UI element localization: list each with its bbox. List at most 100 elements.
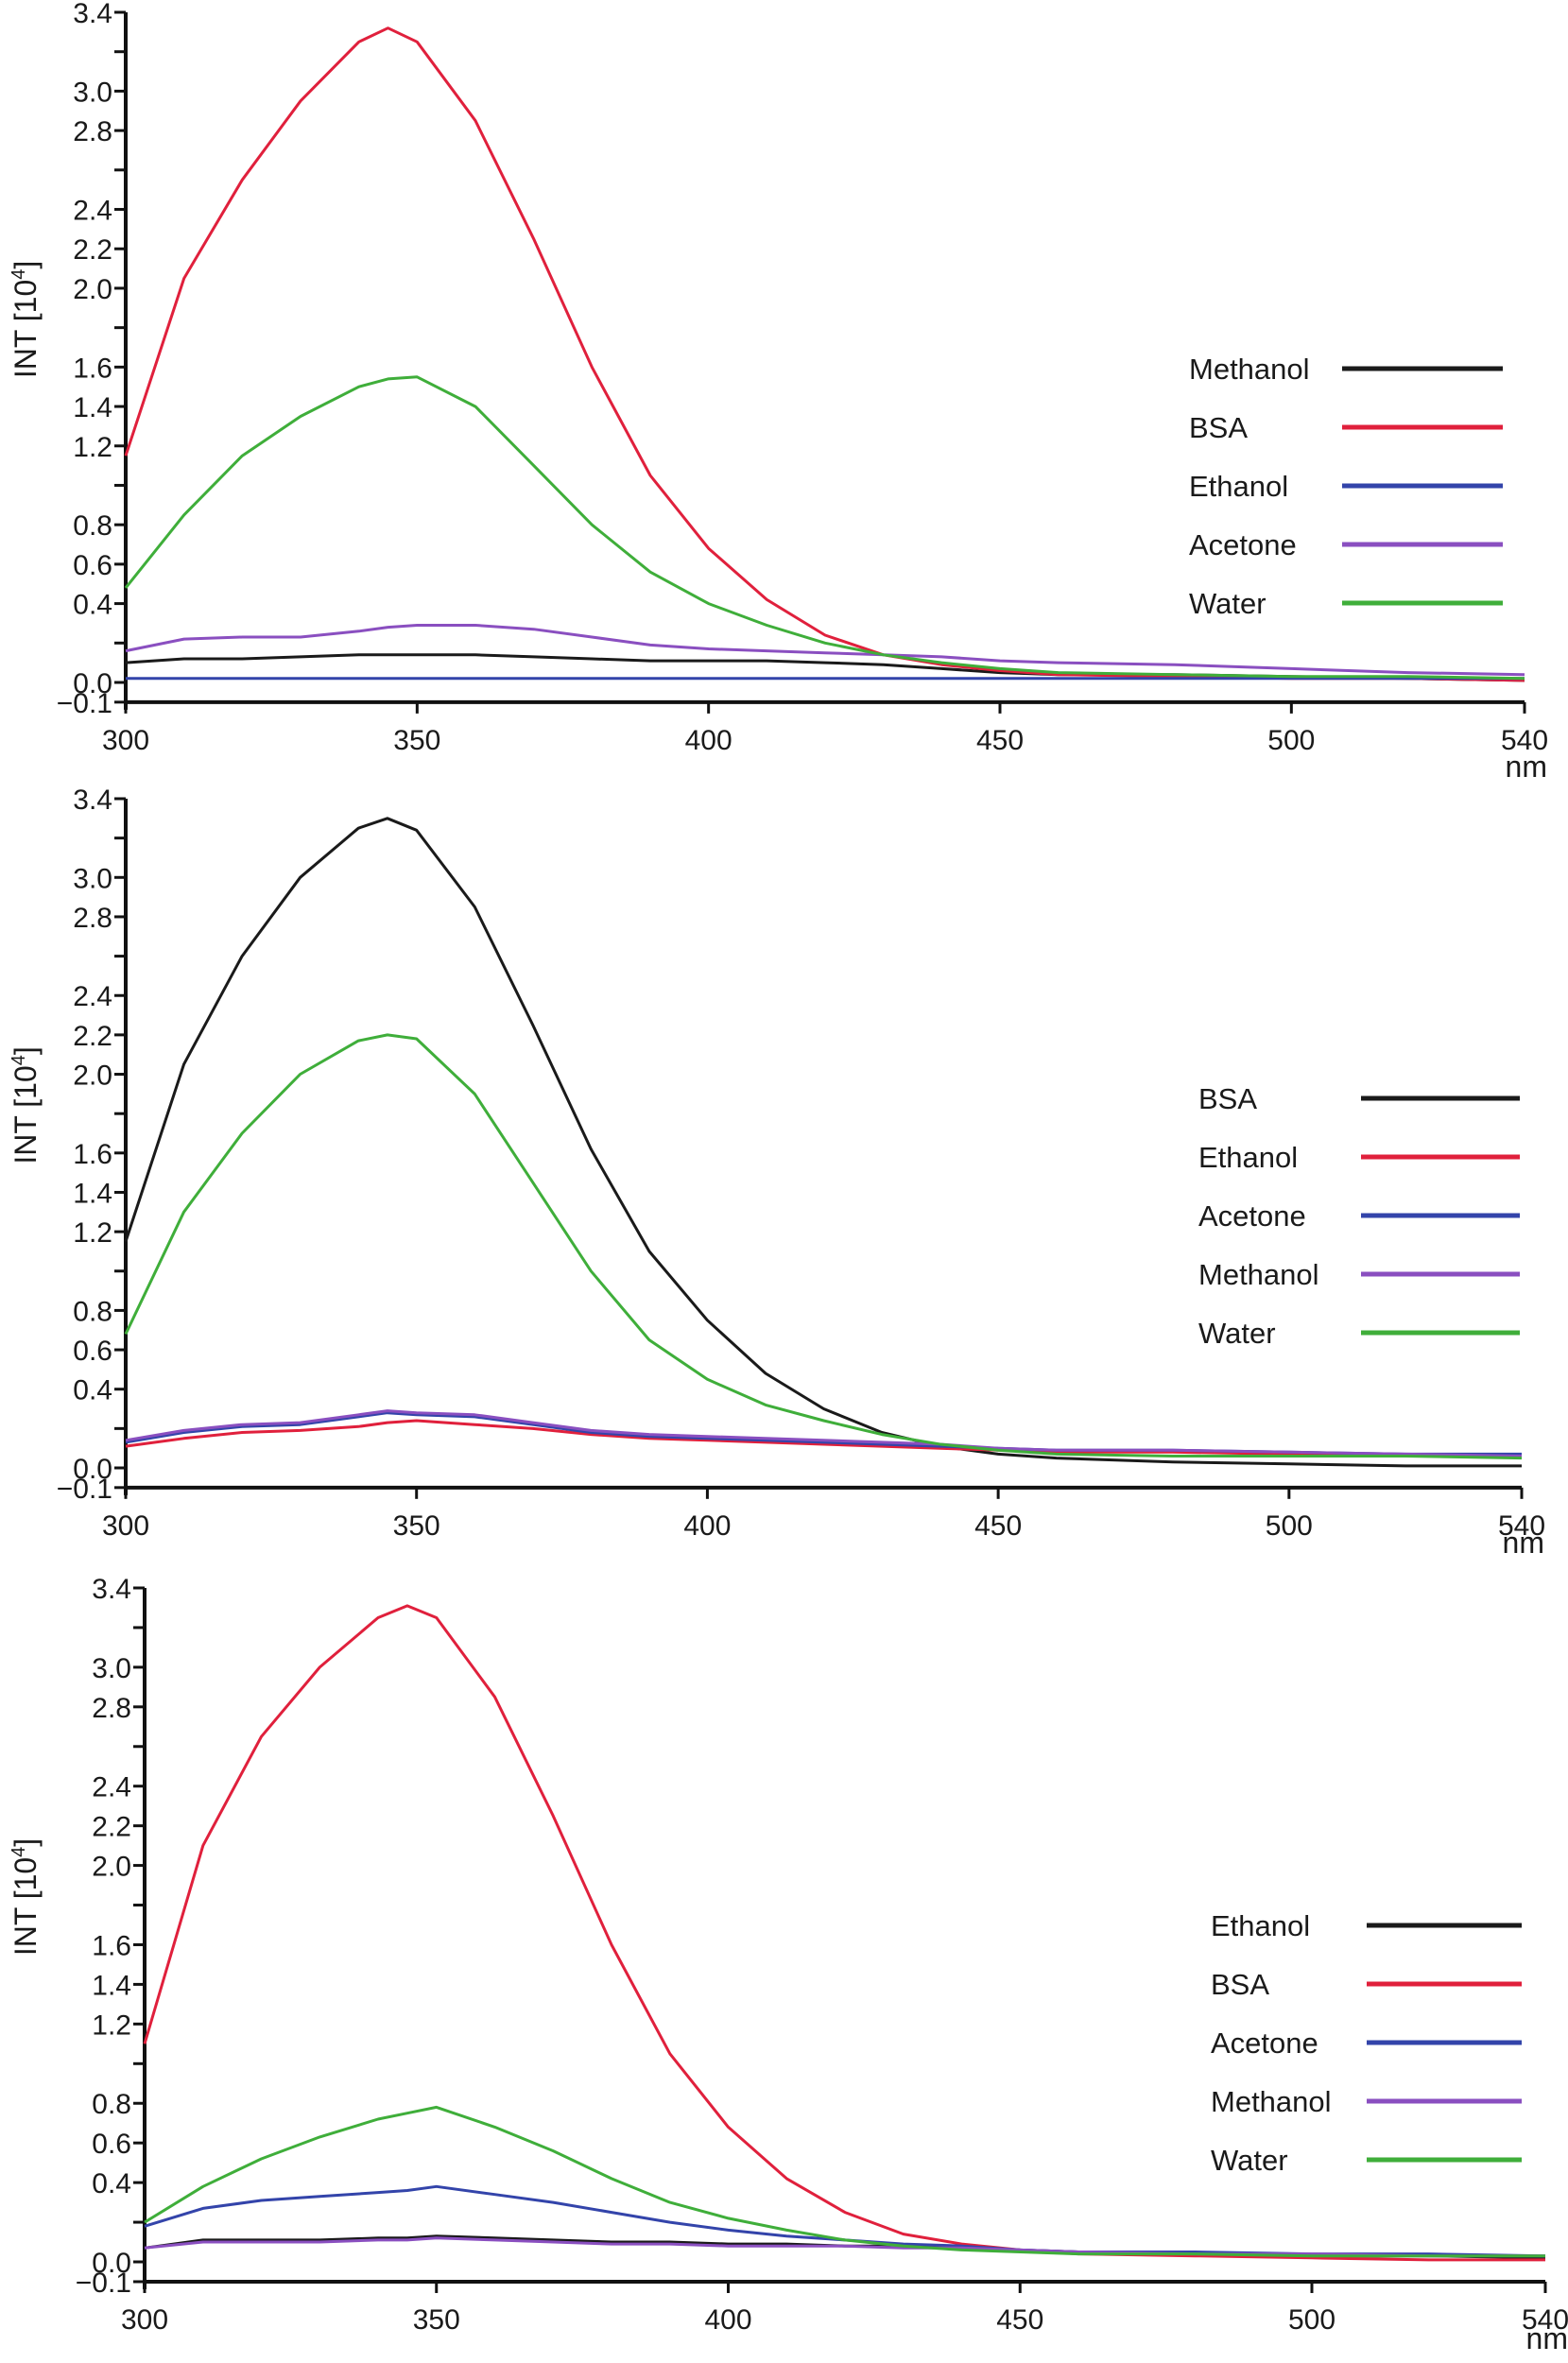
- y-tick-label: 1.2: [92, 2009, 131, 2041]
- panel-top: 3.4 3.0 2.8 2.4 2.2 2.0 1.6 1.4 1.2 0.8 0.6 0.4 0.0−…: [9, 0, 1548, 784]
- y-tick-label: 0.0: [73, 1454, 112, 1485]
- x-tick-label: 450: [974, 1510, 1022, 1542]
- legend-label-ethanol: Ethanol: [1198, 1141, 1298, 1174]
- x-tick-label: 350: [393, 1510, 440, 1542]
- x-tick-label: 500: [1266, 1510, 1313, 1542]
- legend-label-acetone: Acetone: [1211, 2027, 1318, 2060]
- y-axis-label-exponent: 4: [9, 1055, 29, 1065]
- y-tick-label: 0.4: [73, 1375, 112, 1406]
- x-tick-label: 450: [976, 725, 1024, 756]
- series-line-water: [144, 2105, 1545, 2258]
- y-tick-label: 3.4: [92, 1574, 131, 1605]
- y-tick-label: 0.6: [73, 550, 112, 581]
- y-tick-label: −0.1: [57, 1474, 112, 1505]
- x-tick-label: 500: [1288, 2304, 1335, 2336]
- legend-label-bsa: BSA: [1189, 411, 1248, 444]
- x-tick-label: 540: [1522, 2304, 1568, 2336]
- y-axis-label: INT [104]: [9, 1046, 43, 1164]
- y-tick-label: 2.2: [73, 234, 112, 266]
- y-tick-label: 2.8: [73, 903, 112, 934]
- x-axis-label: nm: [1506, 750, 1547, 784]
- series-line-ethanol: [125, 1419, 1522, 1457]
- y-axis-label: INT [104]: [9, 1838, 43, 1956]
- y-tick-label: 1.4: [92, 1970, 131, 2001]
- y-tick-label: 3.0: [92, 1653, 131, 1684]
- legend-label-water: Water: [1198, 1317, 1276, 1350]
- y-tick-label: 2.0: [92, 1852, 131, 1883]
- legend: Ethanol BSA Acetone Methanol Water: [1211, 1909, 1522, 2177]
- y-tick-label: 2.2: [73, 1021, 112, 1052]
- x-axis-label: nm: [1503, 1526, 1544, 1560]
- legend-label-bsa: BSA: [1198, 1082, 1257, 1115]
- series-line-acetone: [125, 624, 1525, 677]
- y-tick-label: 1.4: [73, 1178, 112, 1209]
- y-tick-label: 3.0: [73, 863, 112, 894]
- legend-label-acetone: Acetone: [1198, 1199, 1306, 1233]
- series-line-water: [124, 375, 1525, 681]
- legend-label-methanol: Methanol: [1211, 2085, 1332, 2118]
- y-tick-label: 0.4: [73, 590, 112, 621]
- x-tick-label: 540: [1501, 725, 1548, 756]
- y-axis-label-exponent: 4: [9, 1847, 29, 1857]
- y-tick-label: 2.4: [92, 1772, 131, 1803]
- x-tick-label: 540: [1498, 1510, 1545, 1542]
- y-tick-label: 1.6: [92, 1930, 131, 1961]
- legend: Methanol BSA Ethanol Acetone Water: [1189, 353, 1503, 620]
- legend-label-bsa: BSA: [1211, 1968, 1269, 2001]
- x-tick-label: 300: [121, 2304, 168, 2336]
- x-tick-label: 400: [685, 725, 732, 756]
- x-tick-label: 300: [102, 725, 149, 756]
- series-line-methanol: [125, 1409, 1523, 1457]
- y-tick-label: 2.0: [73, 274, 112, 305]
- legend-label-ethanol: Ethanol: [1211, 1909, 1310, 1942]
- series-line-bsa: [124, 26, 1525, 682]
- series-line-water: [124, 1033, 1523, 1460]
- y-axis-label-bracket: ]: [9, 1838, 43, 1847]
- series-line-bsa: [143, 1604, 1545, 2262]
- y-tick-label: −0.1: [57, 688, 112, 719]
- y-tick-label: 1.2: [73, 1217, 112, 1249]
- y-tick-label: 2.4: [73, 981, 112, 1012]
- y-tick-label: 3.4: [73, 0, 112, 29]
- y-tick-label: 0.8: [73, 1296, 112, 1327]
- y-tick-label: 0.6: [73, 1336, 112, 1367]
- legend-label-methanol: Methanol: [1198, 1258, 1319, 1291]
- y-tick-label: 1.6: [73, 1139, 112, 1170]
- y-tick-label: −0.1: [76, 2268, 131, 2299]
- y-tick-label: 3.0: [73, 77, 112, 108]
- y-tick-label: 1.2: [73, 432, 112, 463]
- y-tick-label: 2.8: [92, 1693, 131, 1724]
- x-tick-label: 400: [683, 1510, 731, 1542]
- y-tick-label: 0.8: [73, 510, 112, 542]
- y-tick-label: 1.4: [73, 392, 112, 423]
- y-tick-label: 2.4: [73, 196, 112, 227]
- y-axis-label: INT [104]: [9, 261, 43, 378]
- y-tick-label: 0.6: [92, 2129, 131, 2160]
- x-tick-label: 300: [102, 1510, 149, 1542]
- y-tick-label: 2.0: [73, 1061, 112, 1092]
- legend-label-acetone: Acetone: [1189, 528, 1297, 561]
- legend-label-water: Water: [1189, 587, 1266, 620]
- panel-middle: 3.4 3.0 2.8 2.4 2.2 2.0 1.6 1.4 1.2 0.8 0.6 0.4 0.0−…: [9, 785, 1545, 1560]
- x-tick-label: 400: [704, 2304, 751, 2336]
- y-tick-label: 0.0: [92, 2248, 131, 2279]
- y-axis-label-bracket: ]: [9, 261, 43, 269]
- x-axis-label: nm: [1526, 2321, 1568, 2355]
- x-tick-label: 350: [413, 2304, 460, 2336]
- x-tick-label: 500: [1267, 725, 1315, 756]
- y-axis-label-exponent: 4: [9, 269, 29, 280]
- x-tick-label: 450: [996, 2304, 1043, 2336]
- y-tick-label: 2.8: [73, 116, 112, 147]
- x-tick-label: 350: [393, 725, 440, 756]
- legend-label-methanol: Methanol: [1189, 353, 1310, 386]
- y-tick-label: 1.6: [73, 353, 112, 384]
- series-line-bsa: [124, 817, 1522, 1468]
- y-tick-label: 0.8: [92, 2089, 131, 2120]
- panel-bottom: 3.4 3.0 2.8 2.4 2.2 2.0 1.6 1.4 1.2 0.8 0.6 0.4 0.0−…: [9, 1574, 1568, 2355]
- legend: BSA Ethanol Acetone Methanol Water: [1198, 1082, 1520, 1350]
- y-tick-label: 0.0: [73, 668, 112, 699]
- legend-label-water: Water: [1211, 2144, 1288, 2177]
- legend-label-ethanol: Ethanol: [1189, 470, 1288, 503]
- y-axis-label-bracket: ]: [9, 1046, 43, 1055]
